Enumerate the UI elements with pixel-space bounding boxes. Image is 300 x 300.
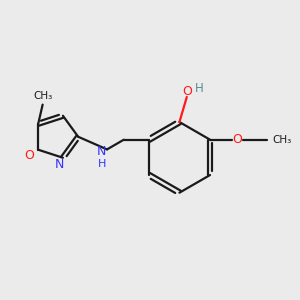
Text: N: N	[97, 145, 106, 158]
Text: O: O	[232, 133, 242, 146]
Text: CH₃: CH₃	[33, 92, 52, 101]
Text: CH₃: CH₃	[273, 135, 292, 145]
Text: H: H	[195, 82, 203, 95]
Text: O: O	[25, 148, 34, 161]
Text: N: N	[55, 158, 64, 171]
Text: O: O	[182, 85, 192, 98]
Text: H: H	[98, 159, 106, 169]
